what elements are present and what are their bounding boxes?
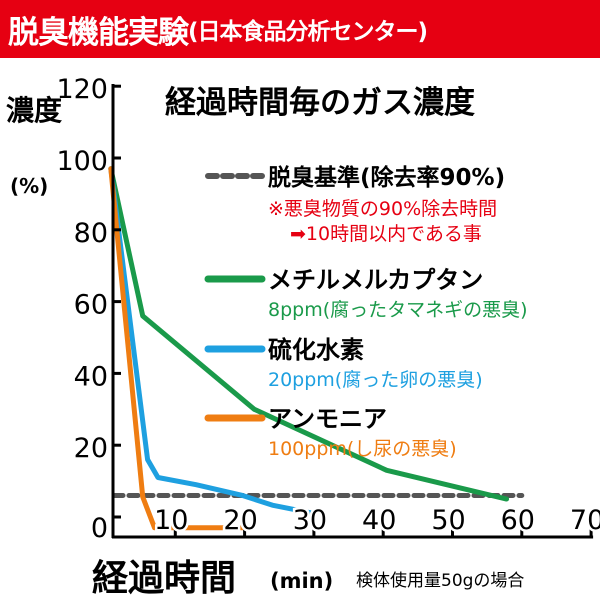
sample-note: 検体使用量50gの場合 [356, 570, 524, 591]
legend-threshold-note1: ※悪臭物質の90%除去時間 [268, 198, 497, 220]
legend: 脱臭基準(除去率90%) ※悪臭物質の90%除去時間 ➡10時間以内である事 メ… [204, 164, 528, 460]
y-axis-label-text: 濃度 [6, 94, 62, 127]
y-axis-unit: (%) [10, 174, 48, 198]
x-tick-label: 20 [223, 505, 257, 536]
legend-desc-methyl-mercaptan: 8ppm(腐ったタマネギの悪臭) [268, 299, 528, 321]
legend-desc-ammonia: 100ppm(し尿の悪臭) [268, 438, 457, 460]
x-axis-label: 経過時間 [92, 558, 236, 599]
legend-label-ammonia: アンモニア [268, 405, 387, 433]
y-tick-label: 40 [74, 361, 108, 392]
x-tick-label: 30 [293, 505, 327, 536]
x-tick-label: 40 [362, 505, 396, 536]
header-subtitle: (日本食品分析センター) [188, 19, 428, 45]
chart-title: 経過時間毎のガス濃度 [165, 85, 475, 121]
y-axis-label: 濃度 [6, 94, 62, 127]
series-line-1 [108, 166, 317, 516]
legend-label-methyl-mercaptan: メチルメルカプタン [268, 266, 483, 294]
y-tick-label: 80 [74, 218, 108, 249]
y-tick-label: 0 [91, 513, 108, 544]
legend-label-hydrogen-sulfide: 硫化水素 [268, 336, 364, 364]
y-tick-label: 60 [74, 290, 108, 321]
y-tick-label: 120 [56, 74, 108, 105]
x-tick-label: 70 [570, 505, 600, 536]
y-tick-label: 100 [56, 146, 108, 177]
x-tick-label: 50 [431, 505, 465, 536]
legend-threshold-note2: ➡10時間以内である事 [290, 223, 482, 245]
x-tick-label: 60 [501, 505, 535, 536]
x-axis-unit: (min) [270, 569, 333, 593]
y-tick-label: 20 [74, 433, 108, 464]
header-title: 脱臭機能実験 [8, 14, 189, 51]
legend-desc-hydrogen-sulfide: 20ppm(腐った卵の悪臭) [268, 369, 483, 391]
series-line-2 [108, 166, 248, 531]
series-line-0 [108, 166, 510, 502]
x-tick-label: 10 [154, 505, 188, 536]
legend-threshold-label: 脱臭基準(除去率90%) [268, 164, 505, 191]
header-banner: 脱臭機能実験 (日本食品分析センター) [0, 0, 600, 58]
